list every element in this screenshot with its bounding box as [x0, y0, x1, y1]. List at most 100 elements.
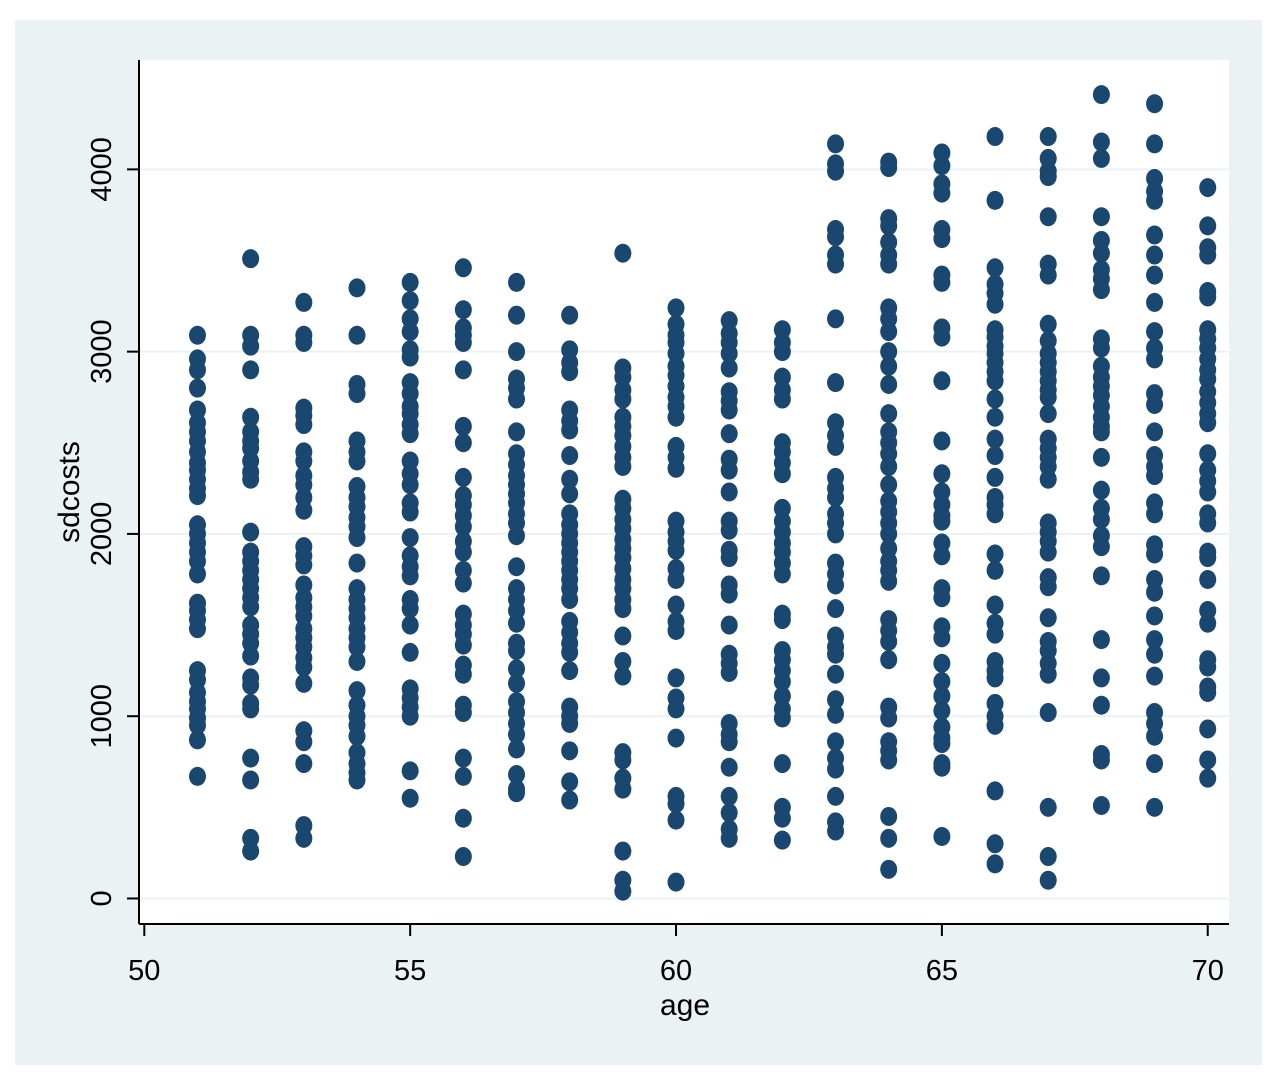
data-point — [401, 642, 419, 662]
data-point — [454, 258, 472, 278]
data-point — [1039, 608, 1057, 628]
data-point — [242, 469, 260, 489]
data-point — [188, 730, 206, 750]
data-point — [348, 681, 366, 701]
data-point — [720, 732, 738, 752]
data-point — [1199, 287, 1217, 307]
data-point — [1199, 216, 1217, 236]
data-point — [667, 699, 685, 719]
data-point — [880, 750, 898, 770]
data-point — [933, 229, 951, 249]
data-point — [188, 564, 206, 584]
data-point — [561, 590, 579, 610]
data-point — [188, 360, 206, 380]
data-point — [1039, 703, 1057, 723]
data-point — [986, 715, 1004, 735]
data-point — [986, 544, 1004, 564]
data-point — [1146, 349, 1164, 369]
data-point — [295, 451, 313, 471]
data-point — [880, 571, 898, 591]
data-point — [1092, 338, 1110, 358]
data-point — [933, 464, 951, 484]
data-point — [986, 504, 1004, 524]
data-point — [667, 569, 685, 589]
data-point — [773, 808, 791, 828]
data-point — [614, 652, 632, 672]
data-point — [720, 520, 738, 540]
data-point — [295, 754, 313, 774]
data-point — [454, 360, 472, 380]
data-point — [348, 637, 366, 657]
data-point — [933, 757, 951, 777]
data-point — [1146, 225, 1164, 245]
data-point — [986, 407, 1004, 427]
y-axis-ticks: 0 1000 2000 3000 4000 — [86, 137, 139, 907]
data-point — [561, 362, 579, 382]
data-point — [933, 734, 951, 754]
data-point — [401, 291, 419, 311]
data-point — [401, 322, 419, 342]
data-point — [242, 841, 260, 861]
data-point — [614, 750, 632, 770]
data-point — [667, 540, 685, 560]
data-point — [1039, 314, 1057, 334]
data-point — [401, 706, 419, 726]
data-point — [242, 770, 260, 790]
data-point — [561, 484, 579, 504]
data-point — [295, 673, 313, 693]
data-point — [242, 675, 260, 695]
data-point — [880, 524, 898, 544]
axes — [138, 60, 1229, 925]
data-point — [348, 528, 366, 548]
data-point — [827, 134, 845, 154]
data-point — [454, 847, 472, 867]
data-point — [986, 371, 1004, 391]
data-point — [933, 546, 951, 566]
data-point — [933, 701, 951, 721]
data-point — [827, 644, 845, 664]
data-point — [1092, 207, 1110, 227]
data-point — [720, 343, 738, 363]
data-point — [614, 841, 632, 861]
data-point — [880, 859, 898, 879]
data-point — [933, 156, 951, 176]
data-point — [561, 661, 579, 681]
data-point — [1039, 387, 1057, 407]
data-point — [1146, 797, 1164, 817]
data-point — [1039, 797, 1057, 817]
data-point — [188, 619, 206, 639]
data-point — [1146, 292, 1164, 312]
data-point — [1039, 207, 1057, 227]
data-point — [1092, 668, 1110, 688]
x-axis-ticks: 50 55 60 65 70 — [128, 924, 1224, 987]
data-point — [561, 790, 579, 810]
data-point — [827, 373, 845, 393]
data-point — [1092, 148, 1110, 168]
data-point — [667, 810, 685, 830]
data-point — [880, 322, 898, 342]
data-point — [454, 416, 472, 436]
data-point — [454, 573, 472, 593]
data-point — [561, 741, 579, 761]
data-point — [986, 668, 1004, 688]
data-point — [1146, 504, 1164, 524]
data-point — [827, 309, 845, 329]
data-point — [773, 754, 791, 774]
data-point — [827, 821, 845, 841]
data-point — [188, 766, 206, 786]
data-point — [614, 666, 632, 686]
data-point — [933, 371, 951, 391]
y-tick-label: 0 — [86, 890, 118, 906]
data-point — [242, 699, 260, 719]
data-point — [1039, 127, 1057, 147]
data-point — [720, 548, 738, 568]
data-point — [720, 584, 738, 604]
data-point — [561, 713, 579, 733]
data-point — [986, 834, 1004, 854]
data-point — [1039, 469, 1057, 489]
plot-area — [139, 60, 1229, 924]
x-tick-label: 60 — [660, 955, 692, 987]
data-point — [827, 704, 845, 724]
data-point — [401, 615, 419, 635]
